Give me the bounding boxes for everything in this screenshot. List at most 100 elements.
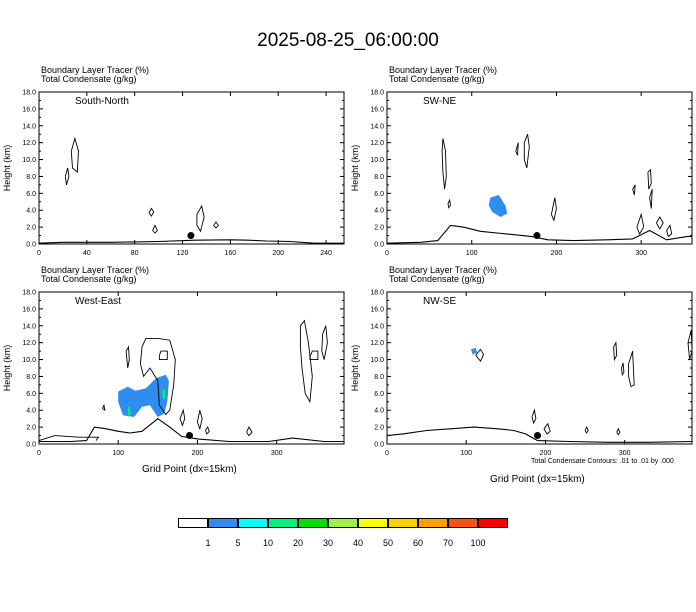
y-tick-label: 4.0 bbox=[26, 208, 36, 215]
plot-frame bbox=[38, 91, 345, 245]
panel-header-line2: Total Condensate (g/kg) bbox=[389, 274, 485, 284]
terrain-line bbox=[386, 426, 693, 443]
main-title: 2025-08-25_06:00:00 bbox=[257, 30, 439, 51]
colorbar-swatch bbox=[268, 518, 298, 528]
y-tick-label: 6.0 bbox=[374, 391, 384, 398]
x-tick-label: 100 bbox=[460, 450, 472, 457]
y-tick-label: 0.0 bbox=[374, 242, 384, 249]
y-axis-label: Height (km) bbox=[2, 345, 12, 392]
condensate-contour bbox=[246, 426, 253, 437]
y-tick-label: 16.0 bbox=[22, 306, 36, 313]
x-tick-label: 120 bbox=[177, 250, 189, 257]
colorbar-label: 60 bbox=[412, 538, 423, 548]
condensate-contour bbox=[441, 138, 447, 190]
terrain-line bbox=[38, 239, 344, 244]
condensate-contour bbox=[101, 403, 106, 412]
y-tick-label: 4.0 bbox=[374, 208, 384, 215]
y-tick-label: 18.0 bbox=[22, 90, 36, 97]
condensate-contour bbox=[70, 136, 79, 174]
y-axis-label: Height (km) bbox=[350, 345, 360, 392]
y-tick-label: 12.0 bbox=[22, 140, 36, 147]
panel-label: SW-NE bbox=[423, 96, 456, 107]
x-tick-label: 200 bbox=[272, 250, 284, 257]
x-tick-label: 80 bbox=[131, 250, 139, 257]
condensate-contour bbox=[523, 134, 530, 169]
condensate-contour bbox=[152, 224, 158, 234]
y-tick-label: 0.0 bbox=[374, 442, 384, 449]
condensate-contour bbox=[628, 350, 635, 388]
colorbar-swatch bbox=[418, 518, 448, 528]
y-tick-label: 12.0 bbox=[22, 340, 36, 347]
condensate-contour bbox=[636, 212, 645, 235]
cross-section-south-north: 0.0 2.0 4.0 6.0 8.0 10.0 12.0 14.0 16.0 18.0 0 40 80… bbox=[2, 90, 345, 257]
x-tick-label: 300 bbox=[635, 250, 647, 257]
contour-note: Total Condensate Contours: .01 to .01 by… bbox=[531, 458, 674, 465]
colorbar-label: 5 bbox=[235, 538, 241, 548]
condensate-contour bbox=[656, 216, 664, 230]
condensate-contour bbox=[616, 427, 621, 436]
x-tick-label: 200 bbox=[551, 250, 563, 257]
plot-frame bbox=[38, 291, 345, 445]
location-marker bbox=[187, 232, 195, 240]
tracer-shading bbox=[488, 195, 508, 217]
x-tick-label: 40 bbox=[83, 250, 91, 257]
x-tick-label: 100 bbox=[112, 450, 124, 457]
condensate-contour bbox=[309, 350, 319, 361]
y-tick-label: 6.0 bbox=[374, 191, 384, 198]
condensate-contour bbox=[632, 184, 636, 196]
x-tick-label: 200 bbox=[192, 450, 204, 457]
panel-label: NW-SE bbox=[423, 296, 456, 307]
condensate-contour bbox=[158, 350, 168, 361]
y-tick-label: 18.0 bbox=[370, 290, 384, 297]
condensate-contour bbox=[213, 221, 219, 229]
condensate-contour bbox=[531, 408, 537, 425]
x-tick-label: 0 bbox=[37, 250, 41, 257]
colorbar-swatch bbox=[208, 518, 238, 528]
colorbar-label: 10 bbox=[262, 538, 273, 548]
y-tick-label: 0.0 bbox=[26, 242, 36, 249]
y-tick-label: 2.0 bbox=[374, 425, 384, 432]
y-tick-label: 10.0 bbox=[22, 157, 36, 164]
location-marker bbox=[186, 432, 194, 440]
colorbar-swatch bbox=[448, 518, 478, 528]
x-tick-label: 100 bbox=[466, 250, 478, 257]
panel-header-line2: Total Condensate (g/kg) bbox=[41, 74, 137, 84]
condensate-contour bbox=[584, 426, 589, 434]
y-tick-label: 8.0 bbox=[374, 174, 384, 181]
cross-section-nw-se: 0.0 2.0 4.0 6.0 8.0 10.0 12.0 14.0 16.0 18.0 0 100 2… bbox=[350, 290, 693, 457]
panel-header-line1: Boundary Layer Tracer (%) bbox=[389, 65, 498, 75]
y-tick-label: 8.0 bbox=[26, 174, 36, 181]
x-axis-label: Grid Point (dx=15km) bbox=[142, 464, 237, 475]
colorbar-label: 70 bbox=[442, 538, 453, 548]
y-axis-label: Height (km) bbox=[2, 145, 12, 192]
x-tick-label: 0 bbox=[385, 450, 389, 457]
x-tick-label: 200 bbox=[540, 450, 552, 457]
condensate-contour bbox=[38, 435, 100, 442]
y-tick-label: 16.0 bbox=[370, 306, 384, 313]
condensate-contour bbox=[613, 341, 618, 362]
x-tick-label: 300 bbox=[271, 450, 283, 457]
panel-label: West-East bbox=[75, 296, 121, 307]
condensate-contour bbox=[179, 408, 186, 427]
y-tick-label: 6.0 bbox=[26, 191, 36, 198]
condensate-contour bbox=[204, 426, 210, 435]
condensate-contour bbox=[649, 188, 653, 209]
panel-header-line2: Total Condensate (g/kg) bbox=[41, 274, 137, 284]
condensate-contour bbox=[139, 337, 176, 416]
y-tick-label: 8.0 bbox=[26, 374, 36, 381]
colorbar-label: 100 bbox=[470, 538, 486, 548]
location-marker bbox=[533, 232, 541, 240]
y-tick-label: 10.0 bbox=[22, 357, 36, 364]
colorbar-swatch bbox=[388, 518, 418, 528]
panel-header-line2: Total Condensate (g/kg) bbox=[389, 74, 485, 84]
condensate-contour bbox=[321, 325, 328, 360]
condensate-contour bbox=[125, 345, 130, 369]
x-tick-label: 240 bbox=[320, 250, 332, 257]
y-tick-label: 10.0 bbox=[370, 157, 384, 164]
colorbar-swatch bbox=[358, 518, 388, 528]
y-tick-label: 16.0 bbox=[370, 106, 384, 113]
condensate-contour bbox=[196, 410, 203, 431]
condensate-contour bbox=[148, 207, 155, 217]
condensate-contour bbox=[64, 167, 70, 186]
tracer-shading bbox=[127, 405, 131, 417]
